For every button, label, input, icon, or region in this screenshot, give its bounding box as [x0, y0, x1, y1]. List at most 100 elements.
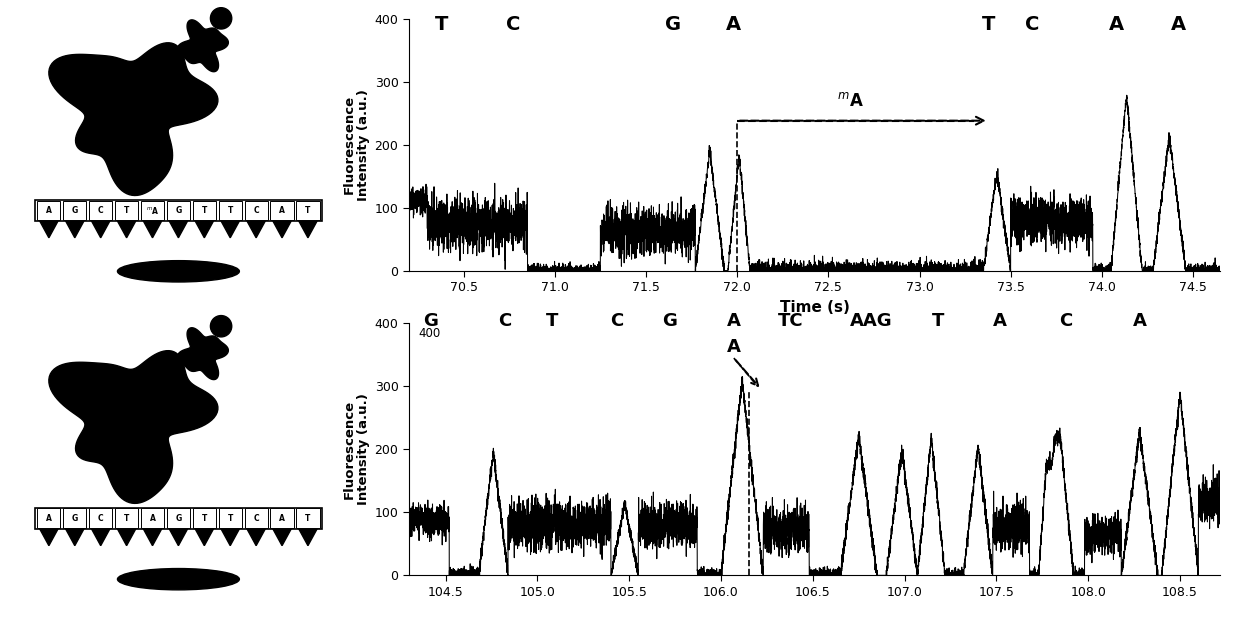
Polygon shape	[144, 529, 161, 545]
Polygon shape	[247, 529, 265, 545]
Bar	[89, 509, 113, 528]
Text: A: A	[994, 312, 1007, 330]
Polygon shape	[196, 221, 213, 238]
Ellipse shape	[118, 261, 239, 282]
Text: G: G	[424, 312, 439, 330]
Bar	[37, 201, 61, 220]
Bar	[244, 509, 268, 528]
Text: $^{m}$A: $^{m}$A	[836, 91, 864, 109]
Text: G: G	[665, 16, 681, 34]
Bar	[141, 201, 164, 220]
Text: G: G	[175, 206, 182, 215]
Circle shape	[211, 315, 232, 337]
Polygon shape	[299, 529, 317, 545]
Text: TC: TC	[778, 312, 804, 330]
Text: A: A	[279, 206, 285, 215]
Bar	[270, 201, 294, 220]
X-axis label: Time (s): Time (s)	[779, 300, 850, 315]
Text: T: T	[932, 312, 944, 330]
Bar	[296, 201, 320, 220]
Text: T: T	[305, 514, 311, 522]
Circle shape	[211, 7, 232, 29]
Polygon shape	[48, 351, 218, 503]
Polygon shape	[118, 221, 136, 238]
Text: A: A	[1132, 312, 1146, 330]
Bar	[35, 200, 322, 221]
Polygon shape	[273, 221, 291, 238]
Text: A: A	[46, 206, 52, 215]
Text: G: G	[72, 514, 78, 522]
Bar	[89, 201, 113, 220]
Bar	[35, 508, 322, 529]
Polygon shape	[177, 328, 228, 379]
Text: T: T	[228, 514, 233, 522]
Text: A: A	[279, 514, 285, 522]
Polygon shape	[177, 20, 228, 72]
Polygon shape	[40, 529, 58, 545]
Text: T: T	[202, 514, 207, 522]
Text: C: C	[1026, 16, 1040, 34]
Y-axis label: Fluorescence
Intensity (a.u.): Fluorescence Intensity (a.u.)	[342, 394, 370, 505]
Bar	[193, 509, 216, 528]
Bar	[218, 201, 242, 220]
Bar	[167, 201, 190, 220]
Text: C: C	[253, 206, 259, 215]
Text: C: C	[610, 312, 623, 330]
Polygon shape	[40, 221, 58, 238]
Polygon shape	[66, 529, 84, 545]
Y-axis label: Fluorescence
Intensity (a.u.): Fluorescence Intensity (a.u.)	[342, 89, 370, 200]
Text: T: T	[124, 206, 129, 215]
Polygon shape	[273, 529, 291, 545]
Text: A: A	[726, 16, 741, 34]
Text: G: G	[662, 312, 676, 330]
Polygon shape	[48, 43, 218, 195]
Text: A: A	[727, 338, 741, 356]
Text: C: C	[98, 514, 104, 522]
Text: T: T	[305, 206, 311, 215]
Bar	[115, 509, 139, 528]
Bar	[37, 509, 61, 528]
Text: A: A	[1171, 16, 1186, 34]
Polygon shape	[196, 529, 213, 545]
Bar	[115, 201, 139, 220]
Bar	[244, 201, 268, 220]
Polygon shape	[118, 529, 136, 545]
Polygon shape	[92, 221, 110, 238]
Ellipse shape	[118, 569, 239, 590]
Text: A: A	[1109, 16, 1124, 34]
Text: T: T	[983, 16, 995, 34]
Text: C: C	[253, 514, 259, 522]
Polygon shape	[66, 221, 84, 238]
Text: T: T	[546, 312, 559, 330]
Text: 400: 400	[418, 327, 440, 340]
Polygon shape	[170, 529, 187, 545]
Text: A: A	[727, 312, 741, 330]
Text: A: A	[46, 514, 52, 522]
Text: A: A	[150, 514, 155, 522]
Text: T: T	[202, 206, 207, 215]
Polygon shape	[92, 529, 110, 545]
Polygon shape	[299, 221, 317, 238]
Polygon shape	[247, 221, 265, 238]
Text: C: C	[98, 206, 104, 215]
Polygon shape	[170, 221, 187, 238]
Bar	[193, 201, 216, 220]
Text: C: C	[1059, 312, 1073, 330]
Polygon shape	[144, 221, 161, 238]
Text: G: G	[175, 514, 182, 522]
Text: T: T	[228, 206, 233, 215]
Text: $^{m}$A: $^{m}$A	[146, 205, 159, 216]
Text: AAG: AAG	[850, 312, 893, 330]
Bar	[270, 509, 294, 528]
Bar	[296, 509, 320, 528]
Text: G: G	[72, 206, 78, 215]
Bar	[218, 509, 242, 528]
Polygon shape	[221, 529, 239, 545]
Bar	[63, 201, 87, 220]
Text: T: T	[435, 16, 449, 34]
Bar	[141, 509, 164, 528]
Text: C: C	[506, 16, 520, 34]
Bar	[63, 509, 87, 528]
Polygon shape	[221, 221, 239, 238]
Text: T: T	[124, 514, 129, 522]
